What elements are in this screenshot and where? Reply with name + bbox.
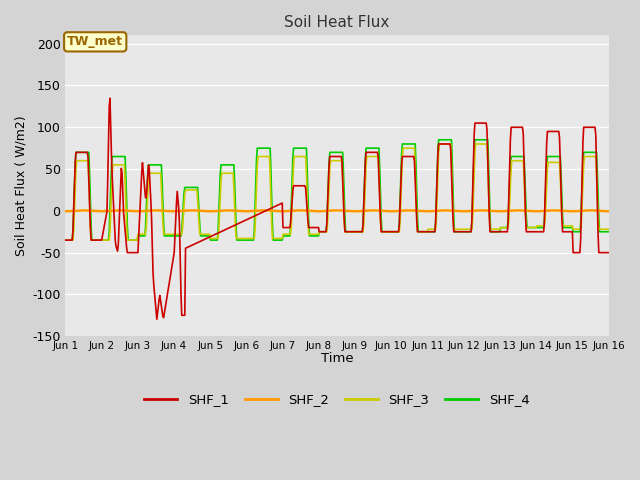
SHF_1 [605,250,612,255]
SHF_4 [61,237,69,243]
SHF_1 [212,231,220,237]
SHF_4 [403,141,411,147]
SHF_3 [419,229,427,235]
SHF_1 [404,154,412,159]
Line: SHF_1: SHF_1 [65,98,609,319]
SHF_2 [211,208,219,214]
Line: SHF_3: SHF_3 [65,144,609,240]
SHF_2 [182,208,190,214]
Title: Soil Heat Flux: Soil Heat Flux [284,15,390,30]
SHF_3 [403,145,411,151]
SHF_2 [403,207,411,213]
SHF_1 [72,159,79,165]
SHF_2 [605,208,612,214]
SHF_2 [587,207,595,213]
SHF_1 [61,237,69,243]
Legend: SHF_1, SHF_2, SHF_3, SHF_4: SHF_1, SHF_2, SHF_3, SHF_4 [140,388,535,411]
SHF_4 [435,137,442,143]
Line: SHF_2: SHF_2 [65,210,609,211]
SHF_2 [61,208,69,214]
SHF_3 [182,187,190,193]
SHF_4 [72,159,79,165]
SHF_4 [127,237,135,243]
SHF_4 [182,185,190,191]
Y-axis label: Soil Heat Flux ( W/m2): Soil Heat Flux ( W/m2) [15,116,28,256]
SHF_3 [436,141,444,147]
SHF_1 [128,250,136,255]
SHF_3 [127,237,135,243]
SHF_3 [211,236,219,241]
SHF_1 [184,244,191,250]
SHF_2 [72,208,79,214]
SHF_2 [127,208,135,214]
SHF_2 [419,208,427,214]
SHF_1 [106,96,114,101]
SHF_3 [61,237,69,243]
SHF_4 [605,229,612,235]
Text: TW_met: TW_met [67,36,124,48]
X-axis label: Time: Time [321,352,353,365]
SHF_4 [211,237,219,243]
SHF_1 [153,316,161,322]
SHF_3 [605,227,612,232]
SHF_4 [419,229,427,235]
Line: SHF_4: SHF_4 [65,140,609,240]
SHF_1 [420,229,428,235]
SHF_3 [72,187,79,192]
